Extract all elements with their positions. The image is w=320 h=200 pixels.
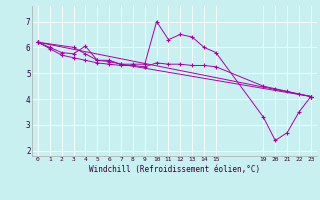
X-axis label: Windchill (Refroidissement éolien,°C): Windchill (Refroidissement éolien,°C) <box>89 165 260 174</box>
